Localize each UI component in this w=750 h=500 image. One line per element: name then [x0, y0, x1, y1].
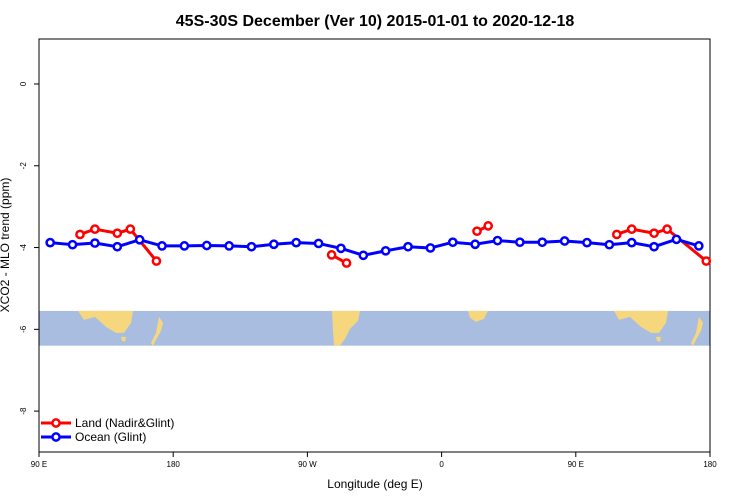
land-mass-5 — [614, 310, 668, 333]
land-mass-6 — [656, 336, 661, 342]
chart-title: 45S-30S December (Ver 10) 2015-01-01 to … — [176, 13, 575, 30]
data-point — [90, 238, 100, 248]
x-tick-label: 90 W — [298, 460, 317, 469]
data-point — [326, 250, 337, 260]
data-point — [626, 224, 637, 234]
plot-frame — [38, 38, 711, 453]
map-band — [39, 310, 710, 346]
legend-marker — [51, 418, 61, 428]
x-tick-label: 90 E — [31, 460, 47, 469]
data-point — [224, 241, 234, 251]
data-point — [358, 250, 369, 261]
data-point — [151, 256, 162, 266]
land-mass-2 — [151, 316, 163, 346]
data-point — [112, 228, 123, 239]
y-tick-label: -4 — [19, 243, 28, 251]
land-mass-1 — [121, 336, 126, 342]
ocean-band — [39, 310, 710, 346]
data-point — [447, 237, 458, 248]
data-point — [626, 237, 637, 248]
data-point — [701, 256, 712, 266]
data-point — [269, 239, 279, 250]
data-point — [112, 241, 123, 252]
y-tick-label: 0 — [19, 81, 28, 86]
x-axis-label: Longitude (deg E) — [327, 477, 422, 491]
data-point — [90, 224, 100, 234]
land-mass-7 — [691, 316, 703, 346]
y-axis-label: XCO2 - MLO trend (ppm) — [0, 178, 12, 313]
legend: Land (Nadir&Glint)Ocean (Glint) — [41, 416, 174, 444]
data-point — [515, 237, 525, 248]
x-tick-label: 180 — [167, 460, 181, 469]
data-point — [537, 237, 548, 248]
data-point — [341, 258, 352, 268]
legend-label: Land (Nadir&Glint) — [75, 416, 174, 430]
data-point — [45, 237, 56, 248]
data-point — [125, 224, 136, 234]
data-point — [201, 240, 212, 251]
data-point — [157, 241, 167, 251]
data-point — [291, 237, 302, 248]
data-point — [671, 234, 682, 245]
land-mass-0 — [78, 310, 133, 333]
x-axis: 90 E 180 90 W 0 90 E 180 — [31, 452, 717, 469]
series-1 — [45, 234, 704, 261]
data-point — [649, 241, 659, 252]
series-layer — [45, 221, 712, 268]
data-point — [246, 241, 257, 252]
land-mass-3 — [332, 310, 360, 346]
data-point — [336, 243, 346, 254]
data-point — [67, 239, 78, 250]
data-point — [470, 239, 480, 250]
data-point — [582, 237, 592, 248]
data-point — [693, 241, 704, 251]
data-point — [134, 234, 145, 245]
data-point — [604, 239, 615, 250]
data-point — [380, 245, 391, 256]
x-tick-label: 0 — [439, 460, 444, 469]
legend-marker — [51, 432, 61, 442]
series-line — [50, 237, 700, 257]
y-axis: 0 -2 -4 -6 -8 — [19, 81, 39, 415]
x-tick-label: 90 E — [568, 460, 584, 469]
data-point — [649, 228, 659, 239]
data-point — [425, 243, 436, 253]
y-tick-label: -6 — [19, 325, 28, 333]
legend-label: Ocean (Glint) — [75, 430, 146, 444]
y-tick-label: -8 — [19, 407, 28, 415]
land-mass-4 — [468, 310, 488, 322]
data-point — [611, 229, 622, 240]
data-point — [559, 236, 570, 246]
y-tick-label: -2 — [19, 162, 28, 170]
data-point — [179, 241, 190, 251]
data-point — [403, 241, 413, 252]
data-point — [492, 235, 503, 246]
data-point — [483, 221, 494, 231]
data-point — [75, 229, 85, 240]
x-tick-label: 180 — [703, 460, 717, 469]
data-point — [313, 238, 324, 249]
data-point — [662, 224, 672, 234]
data-point — [472, 226, 482, 237]
